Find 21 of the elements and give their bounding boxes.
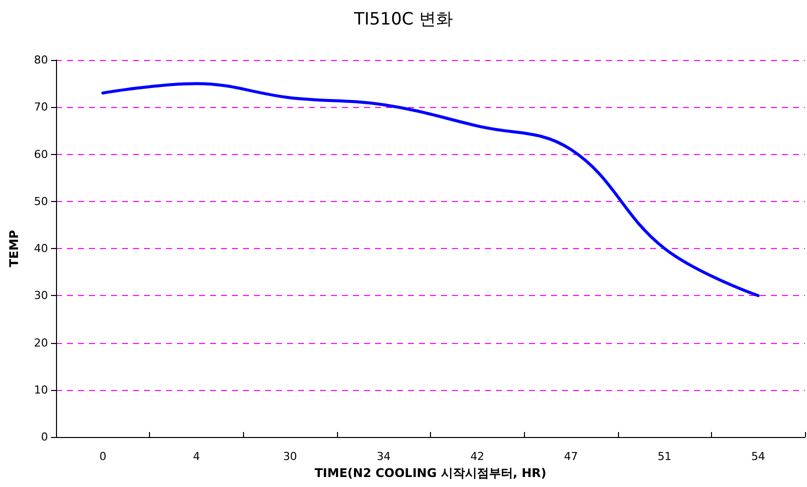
x-tick-label: 42 [470, 450, 484, 463]
chart-title: TI510C 변화 [352, 10, 454, 30]
y-tick-label: 30 [34, 289, 48, 302]
x-tick-label: 4 [192, 450, 200, 463]
x-tick-label: 54 [751, 450, 766, 463]
line-series [101, 82, 760, 298]
x-tick-label: 51 [658, 450, 672, 463]
y-tick-label: 50 [34, 194, 48, 208]
x-axis-title: TIME(N2 COOLING 시작시점부터, HR) [314, 466, 546, 480]
y-tick-label: 0 [41, 430, 48, 444]
y-tick-label: 80 [34, 54, 48, 66]
y-tick-label: 10 [34, 383, 48, 396]
x-tick-label: 34 [376, 450, 391, 463]
y-tick-label: 60 [34, 148, 48, 161]
y-tick-label: 70 [34, 100, 48, 114]
x-tick-label: 0 [99, 450, 106, 463]
x-tick-label: 30 [283, 450, 298, 463]
y-tick-label: 20 [34, 336, 48, 350]
y-tick-label: 40 [34, 242, 48, 255]
x-tick-label: 47 [564, 450, 578, 463]
y-axis-title: TEMP [7, 230, 21, 268]
